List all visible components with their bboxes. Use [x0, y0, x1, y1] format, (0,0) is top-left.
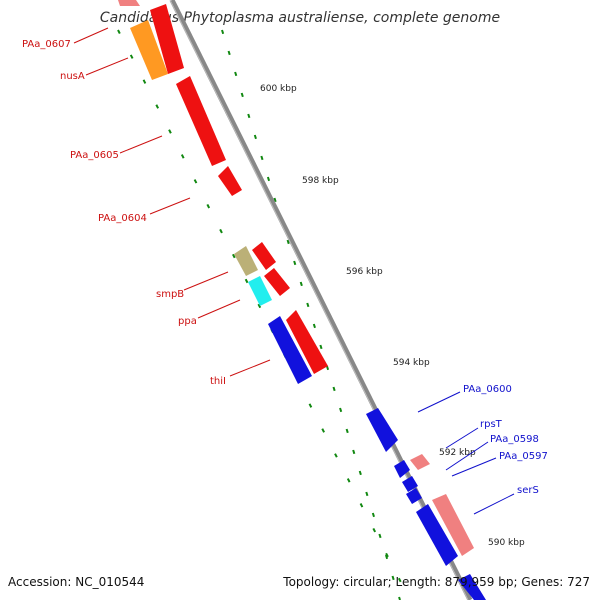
gene-serS-rev[interactable] — [416, 504, 458, 566]
map-title: Candidatus Phytoplasma australiense, com… — [99, 10, 501, 26]
gene-label-rpsT[interactable]: rpsT — [480, 419, 503, 430]
gene-thiI[interactable] — [286, 310, 328, 374]
leader-line — [417, 391, 461, 413]
gene-smpB[interactable] — [252, 242, 276, 270]
tick-label: 590 kbp — [488, 538, 525, 548]
gene-label-PAa_0604[interactable]: PAa_0604 — [98, 213, 147, 224]
leader-line — [229, 359, 271, 377]
gene-ppa-b[interactable] — [264, 268, 290, 296]
gene-bottom[interactable] — [458, 574, 486, 600]
genome-summary: Topology: circular; Length: 879,959 bp; … — [283, 575, 590, 589]
gene-label-PAa_0597[interactable]: PAa_0597 — [499, 451, 548, 462]
accession-label: Accession: NC_010544 — [8, 575, 145, 589]
tick-track-outer — [221, 29, 401, 600]
tick-track-inner — [117, 29, 411, 600]
gene-PAa_0600[interactable] — [366, 408, 398, 452]
tick-label: 596 kbp — [346, 267, 383, 277]
gene-ppa[interactable] — [248, 276, 272, 306]
gene-label-PAa_0605[interactable]: PAa_0605 — [70, 150, 119, 161]
gene-label-PAa_0598[interactable]: PAa_0598 — [490, 434, 539, 445]
gene-label-thiI[interactable]: thiI — [210, 376, 226, 387]
gene-label-serS[interactable]: serS — [517, 485, 539, 496]
leader-line — [473, 493, 515, 515]
gene-PAa_0598[interactable] — [394, 460, 410, 478]
leader-line — [445, 441, 489, 471]
gene-label-PAa_0607[interactable]: PAa_0607 — [22, 39, 71, 50]
gene-PAa_0597b[interactable] — [406, 488, 422, 504]
gene-PAa_0597[interactable] — [402, 476, 418, 492]
tick-label: 600 kbp — [260, 84, 297, 94]
gene-PAa_0607b[interactable] — [150, 4, 184, 74]
tick-label: 592 kbp — [439, 448, 476, 458]
leader-line — [183, 271, 229, 291]
gene-serS[interactable] — [432, 494, 474, 556]
leader-line — [73, 27, 109, 44]
leader-line — [85, 57, 129, 76]
backbone — [169, 0, 473, 600]
gene-label-smpB[interactable]: smpB — [156, 289, 184, 300]
gene-PAa_0604[interactable] — [218, 166, 242, 196]
gene-smpB-neighbor[interactable] — [234, 246, 258, 276]
gene-label-ppa[interactable]: ppa — [178, 316, 197, 327]
gene-PAa_0605[interactable] — [176, 76, 226, 166]
tick-label: 594 kbp — [393, 358, 430, 368]
gene-nusA[interactable] — [130, 20, 168, 80]
leader-line — [197, 299, 241, 319]
gene-label-PAa_0600[interactable]: PAa_0600 — [463, 384, 512, 395]
tick-label: 598 kbp — [302, 176, 339, 186]
leader-line — [149, 197, 191, 215]
gene-thiI-rev[interactable] — [268, 316, 312, 384]
leader-line — [451, 457, 497, 477]
gene-label-nusA[interactable]: nusA — [60, 71, 85, 82]
leader-line — [445, 427, 479, 449]
leader-line — [119, 135, 163, 154]
gene-rpsT[interactable] — [410, 454, 430, 470]
gene-PAa_0607[interactable] — [118, 0, 140, 6]
